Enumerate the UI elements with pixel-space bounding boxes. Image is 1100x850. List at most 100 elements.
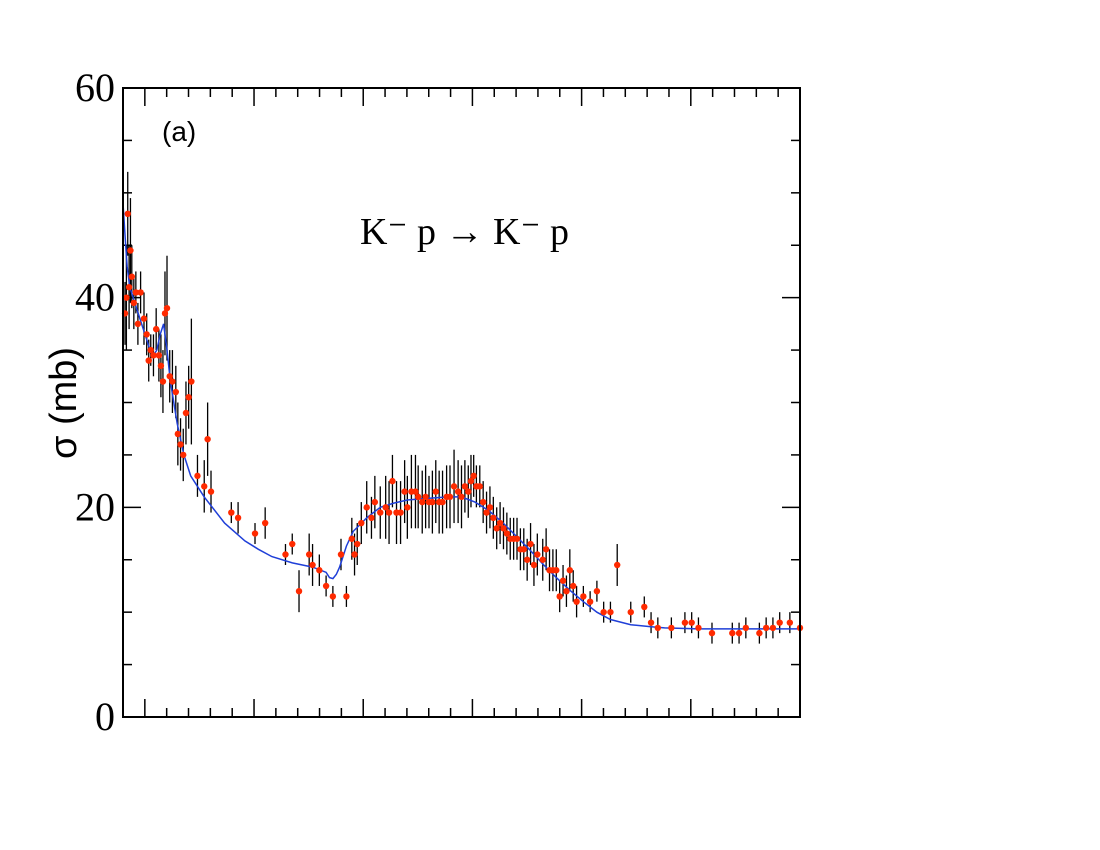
data-point	[523, 556, 531, 563]
data-point	[503, 530, 511, 537]
data-point	[358, 519, 365, 527]
data-point	[534, 551, 541, 558]
data-point	[157, 362, 165, 370]
data-point	[234, 514, 242, 522]
data-point	[467, 477, 475, 485]
data-point	[556, 593, 563, 600]
data-point	[542, 546, 550, 553]
data-point	[128, 273, 136, 280]
data-point	[322, 582, 330, 590]
data-point	[188, 378, 195, 385]
data-point	[566, 567, 574, 574]
data-point	[412, 488, 419, 495]
data-point	[476, 483, 483, 490]
data-point	[177, 441, 184, 448]
data-point	[450, 483, 458, 490]
data-point	[397, 509, 404, 516]
data-point	[125, 283, 133, 291]
y-tick-label: 0	[95, 694, 115, 739]
data-point	[647, 619, 655, 626]
data-point	[681, 619, 689, 626]
y-axis-label: σ (mb)	[43, 347, 85, 459]
data-point	[458, 493, 465, 501]
y-tick-label: 40	[75, 275, 115, 320]
data-point	[194, 472, 201, 480]
data-point	[465, 488, 472, 495]
panel-label: (a)	[162, 116, 196, 147]
data-point	[382, 504, 389, 511]
data-point	[329, 593, 337, 600]
data-point	[305, 551, 313, 558]
data-point	[559, 577, 567, 584]
data-point	[385, 509, 393, 516]
data-point	[182, 409, 190, 417]
data-point	[580, 593, 587, 600]
data-point	[132, 289, 140, 296]
plot-frame	[122, 87, 801, 718]
data-point	[729, 629, 736, 637]
data-point	[414, 493, 422, 501]
data-point	[614, 561, 621, 569]
data-point	[627, 608, 634, 616]
fit-curve	[122, 203, 800, 630]
data-point	[490, 514, 497, 522]
data-point	[593, 588, 601, 595]
data-point	[147, 346, 154, 354]
data-point	[251, 530, 259, 537]
data-point	[695, 624, 702, 632]
data-point	[586, 598, 594, 605]
data-point	[130, 299, 138, 307]
data-point	[124, 210, 131, 217]
data-point	[454, 488, 462, 495]
data-point	[377, 509, 384, 516]
data-point	[530, 561, 538, 569]
y-tick-label: 20	[75, 484, 115, 529]
reaction-label: K⁻ p → K⁻ p	[360, 211, 569, 253]
data-point	[470, 472, 477, 480]
data-point	[180, 451, 187, 459]
data-point	[309, 561, 316, 569]
data-point	[573, 598, 580, 605]
data-point	[600, 608, 607, 616]
data-point	[422, 493, 429, 501]
data-point	[343, 593, 350, 600]
data-point	[769, 624, 777, 632]
data-point	[169, 378, 176, 385]
data-point	[134, 320, 142, 328]
data-point	[127, 247, 134, 254]
y-tick-labels: 0 20 40 60	[75, 65, 115, 739]
data-point	[500, 525, 507, 532]
data-point	[762, 624, 770, 632]
data-point	[641, 603, 648, 611]
data-point	[228, 509, 235, 516]
data-point	[708, 629, 716, 637]
data-point	[185, 394, 192, 401]
data-point	[201, 483, 208, 490]
data-point	[786, 619, 794, 626]
data-point	[204, 435, 211, 443]
data-point	[163, 304, 171, 312]
data-point	[479, 498, 487, 506]
data-point	[145, 357, 152, 364]
data-point	[461, 483, 469, 490]
data-point	[756, 629, 763, 637]
data-point	[486, 504, 494, 511]
data-point	[446, 493, 454, 501]
data-point	[137, 289, 144, 296]
data-point	[493, 525, 500, 532]
data-point	[527, 540, 534, 548]
data-point	[539, 556, 546, 563]
data-point	[654, 624, 662, 632]
data-point	[150, 352, 157, 359]
data-point	[282, 551, 289, 558]
data-point	[337, 551, 345, 558]
data-point	[172, 388, 180, 396]
data-point	[439, 498, 446, 506]
data-point	[429, 498, 436, 506]
data-point	[570, 582, 577, 590]
data-point	[368, 514, 375, 522]
data-point	[776, 619, 783, 626]
data-point	[553, 567, 560, 574]
data-points	[121, 210, 804, 637]
